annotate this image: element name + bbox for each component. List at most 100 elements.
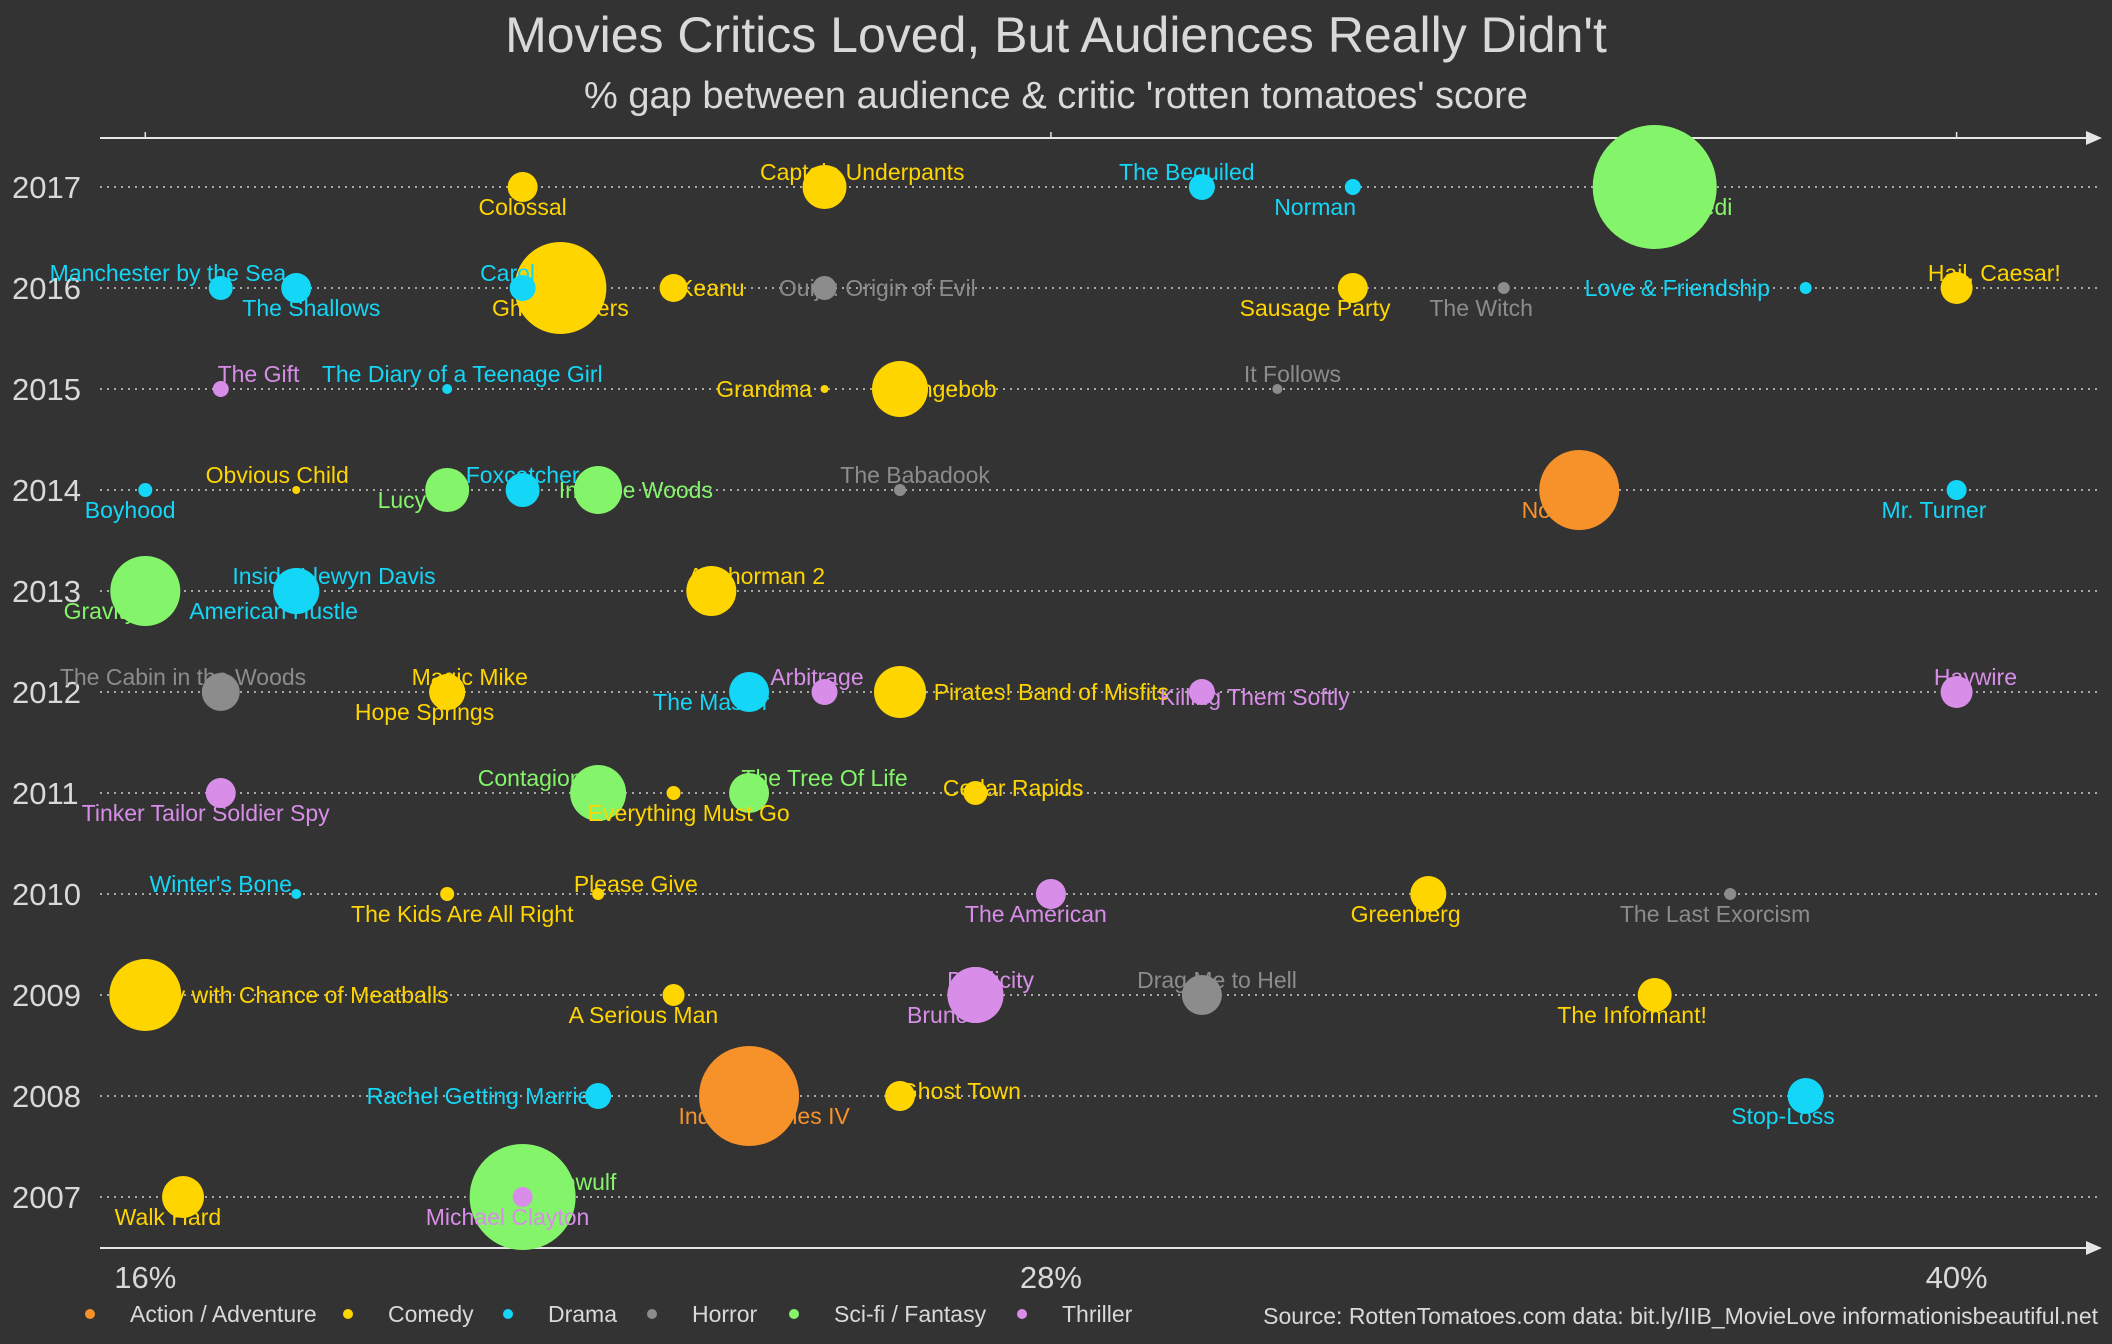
bubble-hail-caesar <box>1940 272 1973 304</box>
label-walk-hard: Walk Hard <box>115 1204 222 1230</box>
legend-swatch-action-adventure <box>85 1309 95 1319</box>
label-the-kids-are-all-right: The Kids Are All Right <box>351 901 574 927</box>
bubble-ghost-town <box>885 1081 915 1111</box>
bubble-michael-clayton <box>512 1187 533 1207</box>
bubble-the-last-exorcism <box>1724 888 1737 900</box>
bottom-axis-arrow <box>2086 1241 2102 1255</box>
bubble-the-last-jedi <box>1592 125 1717 249</box>
bubble-winter-s-bone <box>291 889 302 899</box>
label-the-shallows: The Shallows <box>242 295 380 321</box>
bubble-ouija-origin-of-evil <box>812 276 837 300</box>
label-the-pirates-band-of-misfits: The Pirates! Band of Misfits <box>888 679 1169 705</box>
y-tick-label-2007: 2007 <box>12 1180 81 1215</box>
label-manchester-by-the-sea: Manchester by the Sea <box>50 260 287 286</box>
label-gravity: Gravity <box>64 598 137 624</box>
label-stop-loss: Stop-Loss <box>1731 1103 1835 1129</box>
label-haywire: Haywire <box>1934 664 2017 690</box>
legend-label-comedy: Comedy <box>388 1301 474 1327</box>
y-tick-label-2014: 2014 <box>12 473 81 508</box>
bubble-the-gift <box>212 381 229 397</box>
y-tick-label-2011: 2011 <box>12 776 79 811</box>
label-the-cabin-in-the-woods: The Cabin in the Woods <box>60 664 306 690</box>
bubble-cedar-rapids <box>963 781 988 805</box>
bubble-rachel-getting-married <box>585 1083 612 1109</box>
bubble-spongebob <box>872 361 928 417</box>
label-bruno: Bruno <box>907 1002 968 1028</box>
label-into-the-woods: Into the Woods <box>559 477 713 503</box>
bubble-ghostbusters <box>514 242 607 334</box>
y-tick-label-2013: 2013 <box>12 574 81 609</box>
label-ghostbusters: Ghostbusters <box>492 295 629 321</box>
bubble-manchester-by-the-sea <box>208 276 233 300</box>
bubble-the-kids-are-all-right <box>440 887 455 901</box>
label-michael-clayton: Michael Clayton <box>426 1204 590 1230</box>
label-the-beguiled: The Beguiled <box>1119 159 1255 185</box>
bubble-into-the-woods <box>574 466 623 514</box>
label-winter-s-bone: Winter's Bone <box>150 871 292 897</box>
x-tick-label-40: 40% <box>1926 1260 1988 1295</box>
legend-swatch-horror <box>647 1309 657 1319</box>
label-the-last-jedi: The Last Jedi <box>1594 194 1732 220</box>
y-tick-label-2010: 2010 <box>12 877 81 912</box>
bubbles <box>109 125 1973 1250</box>
bubble-a-serious-man <box>662 984 685 1006</box>
label-magic-mike: Magic Mike <box>412 664 528 690</box>
label-please-give: Please Give <box>574 871 698 897</box>
label-the-master: The Master <box>653 689 770 715</box>
legend-swatch-comedy <box>343 1309 353 1319</box>
label-lucy: Lucy <box>378 487 427 513</box>
label-foxcatcher: Foxcatcher <box>466 462 580 488</box>
label-contagion: Contagion <box>478 765 583 791</box>
legend-label-sci-fi-fantasy: Sci-fi / Fantasy <box>834 1301 987 1327</box>
bubble-the-cabin-in-the-woods <box>201 673 240 711</box>
label-the-diary-of-a-teenage-girl: The Diary of a Teenage Girl <box>322 361 603 387</box>
legend-swatch-drama <box>503 1309 513 1319</box>
label-boyhood: Boyhood <box>85 497 176 523</box>
label-cloudy-with-chance-of-meatballs: Cloudy with Chance of Meatballs <box>114 982 449 1008</box>
label-killing-them-softly: Killing Them Softly <box>1160 684 1351 710</box>
bubble-carol <box>509 275 536 301</box>
legend-label-horror: Horror <box>692 1301 758 1327</box>
legend-swatch-sci-fi-fantasy <box>789 1309 799 1319</box>
legend-swatch-thriller <box>1017 1309 1027 1319</box>
bubble-the-witch <box>1497 282 1510 294</box>
bubble-captain-underpants <box>802 165 847 209</box>
bubble-greenberg <box>1410 876 1447 912</box>
bubble-anchorman-2 <box>686 566 737 616</box>
legend-label-drama: Drama <box>548 1301 617 1327</box>
bubble-the-babadook <box>894 484 906 496</box>
bubble-cloudy-with-chance-of-meatballs <box>109 959 182 1031</box>
label-arbitrage: Arbitrage <box>770 664 863 690</box>
bubble-the-informant <box>1637 978 1672 1012</box>
bubble-drag-me-to-hell <box>1181 975 1222 1015</box>
bubble-the-master <box>729 672 770 712</box>
bubble-colossal <box>507 172 538 202</box>
bubble-the-shallows <box>281 273 312 303</box>
label-cedar-rapids: Cedar Rapids <box>943 775 1084 801</box>
bubble-noah <box>1539 450 1620 530</box>
x-tick-label-16: 16% <box>114 1260 176 1295</box>
label-ghost-town: Ghost Town <box>900 1078 1021 1104</box>
label-captain-underpants: Captain Underpants <box>760 159 965 185</box>
y-tick-label-2009: 2009 <box>12 978 81 1013</box>
bubble-labels: Colossal Captain Underpants The Beguiled No… <box>50 159 2061 1230</box>
label-the-gift: The Gift <box>218 361 300 387</box>
y-tick-label-2017: 2017 <box>12 170 81 205</box>
bubble-killing-them-softly <box>1188 679 1215 705</box>
bubble-please-give <box>592 888 605 900</box>
label-a-serious-man: A Serious Man <box>569 1002 719 1028</box>
bubble-stop-loss <box>1787 1078 1824 1114</box>
bubble-obvious-child <box>292 486 301 494</box>
label-carol: Carol <box>480 260 535 286</box>
bubble-american-hustle <box>273 568 320 614</box>
bubble-the-tree-of-life <box>729 773 770 813</box>
bubble-walk-hard <box>162 1176 205 1218</box>
label-tinker-tailor-soldier-spy: Tinker Tailor Soldier Spy <box>82 800 330 826</box>
legend: Action / Adventure Comedy Drama Horror Sci-f… <box>85 1301 1133 1327</box>
y-tick-label-2008: 2008 <box>12 1079 81 1114</box>
label-anchorman-2: Anchorman 2 <box>688 563 825 589</box>
label-grandma: Grandma <box>716 376 812 402</box>
bubble-hope-springs <box>429 674 466 710</box>
label-the-informant: The Informant! <box>1557 1002 1707 1028</box>
